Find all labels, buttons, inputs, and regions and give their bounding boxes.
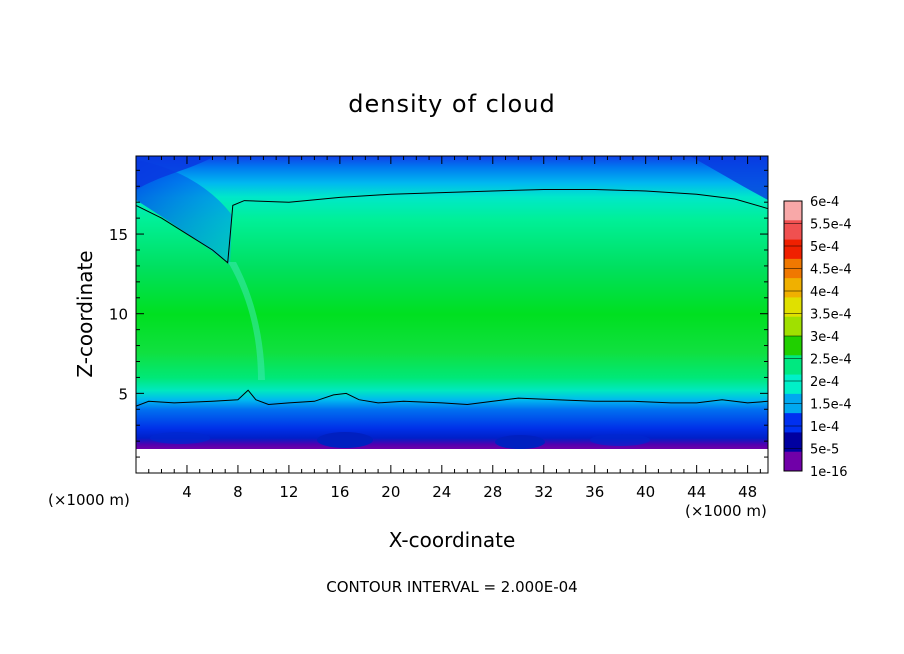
- x-tick-label: 20: [381, 483, 400, 501]
- color-bar-label: 5e-4: [810, 240, 839, 255]
- color-bar: 6e-4 5.5e-4 5e-4 4.5e-4 4e-4 3.5e-4 3e-4 2.5e-4…: [783, 195, 852, 480]
- x-tick-label: 36: [585, 483, 604, 501]
- color-bar-label: 4.5e-4: [810, 263, 852, 278]
- y-tick-label: 10: [109, 306, 128, 324]
- color-bar-swatch: [784, 297, 802, 318]
- color-bar-swatch: [784, 336, 802, 356]
- x-axis-unit: (×1000 m): [48, 491, 130, 509]
- contour-line-1: [136, 389, 768, 407]
- color-bar-swatch: [784, 355, 802, 376]
- color-bar-swatch: [784, 201, 802, 221]
- color-bar-label: 2e-4: [810, 375, 839, 390]
- x-axis: 4 8 12 16 20 24 28 32 36 40 44 48: [148, 156, 761, 501]
- y-axis-label: Z-coordinate: [73, 250, 97, 377]
- color-bar-label: 5.5e-4: [810, 218, 852, 233]
- color-bar-label: 3.5e-4: [810, 308, 852, 323]
- color-bar-label: 1.5e-4: [810, 398, 852, 413]
- color-bar-swatch: [784, 316, 802, 337]
- contour-interval-note: CONTOUR INTERVAL = 2.000E-04: [326, 578, 577, 596]
- color-bar-label: 1e-4: [810, 420, 839, 435]
- chart-title: density of cloud: [348, 90, 555, 118]
- color-bar-swatch: [784, 432, 802, 453]
- color-bar-label: 5e-5: [810, 443, 839, 458]
- color-bar-swatch: [784, 239, 802, 260]
- x-axis-label: X-coordinate: [389, 528, 516, 552]
- x-tick-label: 28: [483, 483, 502, 501]
- y-axis-unit: (×1000 m): [685, 502, 767, 520]
- x-tick-label: 44: [687, 483, 706, 501]
- upper-left-dark: [136, 156, 215, 190]
- color-bar-swatch: [784, 374, 802, 395]
- color-bar-label: 6e-4: [810, 195, 839, 210]
- color-bar-swatch: [784, 220, 802, 241]
- x-tick-label: 32: [534, 483, 553, 501]
- x-tick-label: 8: [233, 483, 243, 501]
- color-bar-label: 4e-4: [810, 285, 839, 300]
- wind-shear-plume: [136, 160, 232, 265]
- contour-line-0: [136, 189, 768, 264]
- plot-frame: [135, 155, 769, 474]
- x-tick-label: 48: [738, 483, 757, 501]
- plot-area: [136, 156, 768, 473]
- y-axis: 5 10 15: [109, 169, 768, 458]
- color-bar-swatch: [784, 413, 802, 433]
- x-tick-label: 40: [636, 483, 655, 501]
- color-bar-label: 1e-16: [810, 465, 848, 480]
- x-tick-label: 4: [182, 483, 192, 501]
- upper-right-dark: [690, 156, 768, 200]
- x-tick-label: 12: [279, 483, 298, 501]
- contour-lines: [136, 189, 768, 407]
- x-tick-label: 16: [330, 483, 349, 501]
- lower-dark-patches: [150, 432, 650, 449]
- color-bar-label: 3e-4: [810, 330, 839, 345]
- x-tick-label: 24: [432, 483, 451, 501]
- y-tick-label: 5: [118, 385, 128, 403]
- color-bar-label: 2.5e-4: [810, 353, 852, 368]
- plume-streak: [228, 262, 265, 380]
- color-bar-swatch: [784, 278, 802, 298]
- density-field: [136, 156, 768, 473]
- color-bar-swatch: [784, 451, 802, 472]
- y-tick-label: 15: [109, 226, 128, 244]
